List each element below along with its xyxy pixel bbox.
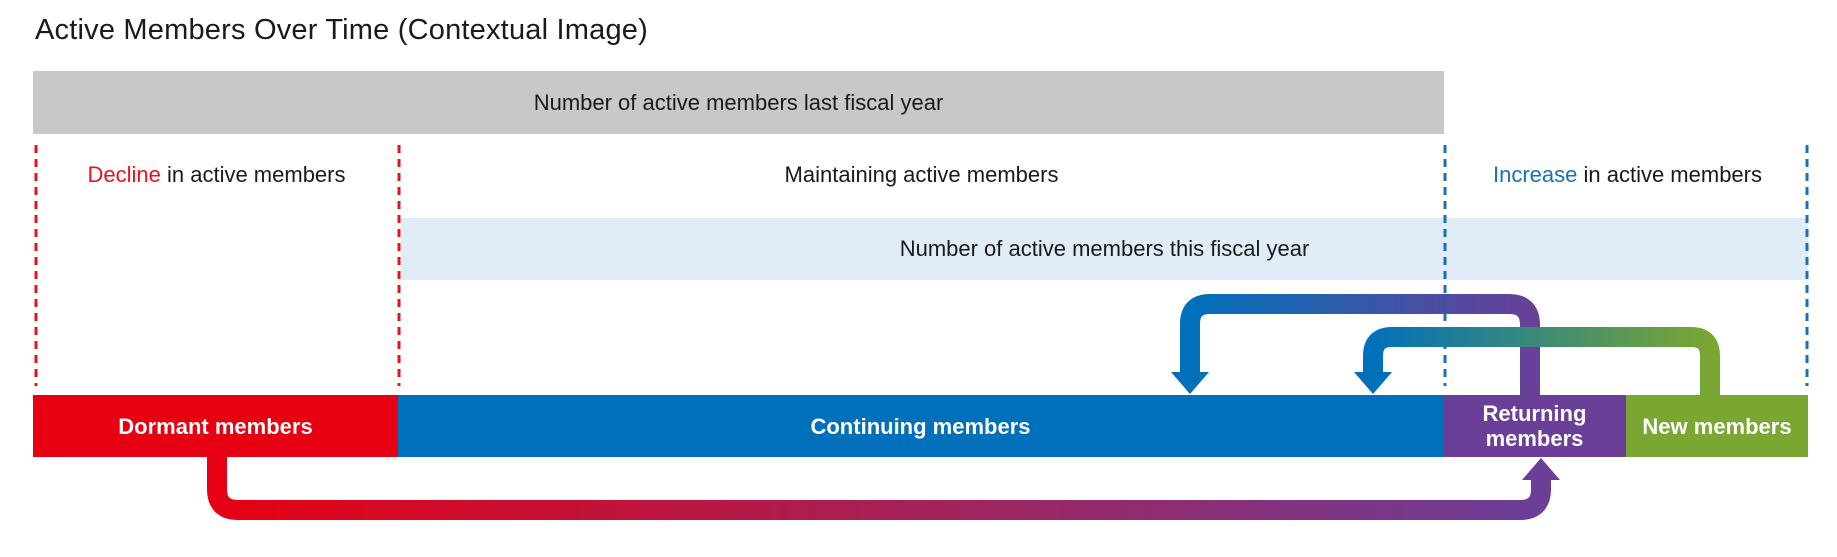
diagram-title: Active Members Over Time (Contextual Ima…	[35, 14, 648, 46]
new-members-segment: New members	[1626, 395, 1808, 457]
returning-arrowhead	[1171, 372, 1209, 394]
last-fiscal-year-band: Number of active members last fiscal yea…	[33, 71, 1444, 134]
maintain-label: Maintaining active members	[784, 162, 1059, 187]
this-fiscal-year-band: Number of active members this fiscal yea…	[401, 218, 1808, 280]
increase-word: Increase	[1492, 162, 1578, 187]
returning-to-continuing-arrow	[1180, 294, 1540, 395]
increase-rest: in active members	[1577, 162, 1762, 187]
dormant-to-returning-arrow	[207, 457, 1551, 520]
decline-label: Decline in active members	[36, 162, 397, 188]
new-to-continuing-arrow	[1363, 327, 1720, 395]
decline-word: Decline	[87, 162, 161, 187]
dormant-arrowhead	[1522, 458, 1560, 480]
increase-label: Increase in active members	[1446, 162, 1809, 188]
new-arrowhead	[1354, 372, 1392, 394]
dormant-members-segment: Dormant members	[33, 395, 398, 457]
continuing-members-segment: Continuing members	[398, 395, 1443, 457]
returning-members-segment: Returning members	[1443, 395, 1626, 457]
decline-rest: in active members	[160, 162, 346, 187]
